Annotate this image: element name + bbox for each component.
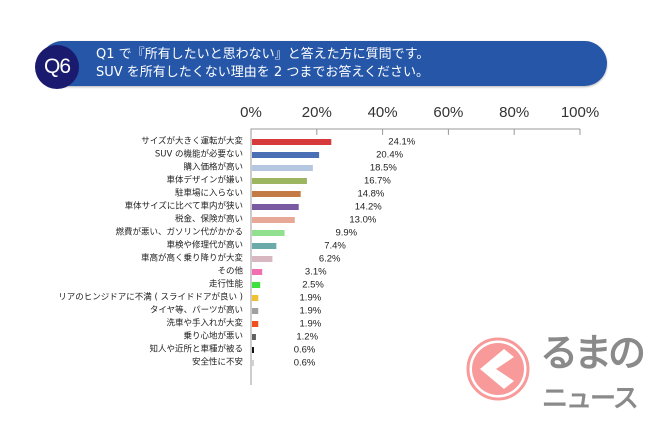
question-line-1: Q1 で『所有したいと思わない』と答えた方に質問です。: [96, 47, 430, 62]
bar: [252, 269, 263, 275]
category-label: 車体デザインが嫌い: [166, 175, 243, 186]
bar: [252, 360, 254, 366]
category-label: その他: [217, 266, 243, 277]
question-banner: [40, 41, 607, 86]
bar: [252, 139, 332, 145]
category-label: SUV の機能が必要ない: [154, 149, 243, 160]
category-label: 税金、保険が高い: [174, 214, 243, 225]
bar: [252, 243, 277, 249]
value-label: 0.6%: [293, 357, 316, 369]
bar: [252, 152, 320, 158]
bar: [252, 217, 295, 223]
bar: [252, 347, 254, 353]
value-label: 3.1%: [304, 266, 327, 278]
category-label: 安全性に不安: [191, 357, 243, 368]
category-label: 乗り心地が悪い: [183, 331, 243, 342]
value-label: 6.2%: [318, 253, 341, 265]
question-text: Q1 で『所有したいと思わない』と答えた方に質問です。 SUV を所有したくない…: [96, 46, 429, 82]
category-label: 車検や修理代が高い: [166, 240, 243, 251]
category-label: 駐車場に入らない: [174, 188, 243, 199]
logo-text-bottom: ニュース: [542, 384, 639, 414]
bar: [252, 295, 259, 301]
category-label: タイヤ等、パーツが高い: [149, 305, 243, 316]
logo-chevron-icon: [466, 337, 530, 401]
axis-line: [250, 128, 580, 385]
category-label: 洗車や手入れが大変: [166, 318, 243, 329]
value-label: 14.8%: [357, 188, 385, 200]
logo-text-top: るまの: [540, 331, 646, 375]
question-number-badge: Q6: [35, 45, 79, 89]
bar: [252, 308, 259, 314]
bar: [252, 256, 273, 262]
x-tick-label: 20%: [301, 104, 332, 121]
x-tick-label: 0%: [240, 104, 262, 121]
x-tick-label: 60%: [433, 104, 464, 121]
value-label: 1.9%: [299, 305, 322, 317]
value-label: 20.4%: [376, 149, 404, 161]
category-label: サイズが大きく運転が大変: [141, 136, 243, 147]
x-tick-label: 80%: [499, 104, 530, 121]
value-label: 14.2%: [354, 201, 382, 213]
bar: [252, 230, 285, 236]
value-label: 2.5%: [302, 279, 324, 291]
x-tick-label: 100%: [560, 104, 600, 121]
bar: [252, 282, 261, 288]
category-label: リアのヒンジドアに不満 ( スライドドアが良い ): [58, 292, 243, 303]
value-label: 1.2%: [296, 331, 319, 343]
bar: [252, 178, 307, 184]
category-label: 走行性能: [208, 279, 243, 290]
value-label: 9.9%: [335, 227, 358, 239]
value-label: 1.9%: [299, 318, 322, 330]
question-line-2: SUV を所有したくない理由を 2 つまでお答えください。: [96, 65, 429, 80]
category-label: 購入価格が高い: [183, 162, 243, 173]
value-label: 24.1%: [388, 136, 416, 148]
value-label: 1.9%: [299, 292, 322, 304]
bar: [252, 321, 259, 327]
bar: [252, 191, 301, 197]
category-label: 知人や近所と車種が被る: [149, 344, 243, 355]
bar: [252, 334, 256, 340]
category-label: 燃費が悪い、ガソリン代がかかる: [115, 227, 243, 238]
value-label: 0.6%: [293, 344, 316, 356]
value-label: 7.4%: [324, 240, 346, 252]
category-label: 車体サイズに比べて車内が狭い: [124, 201, 243, 212]
value-label: 16.7%: [363, 175, 391, 187]
bar: [252, 165, 313, 171]
value-label: 13.0%: [349, 214, 377, 226]
category-label: 車高が高く乗り降りが大変: [140, 253, 243, 264]
value-label: 18.5%: [369, 162, 397, 174]
x-tick-label: 40%: [367, 104, 398, 121]
bar: [252, 204, 299, 210]
